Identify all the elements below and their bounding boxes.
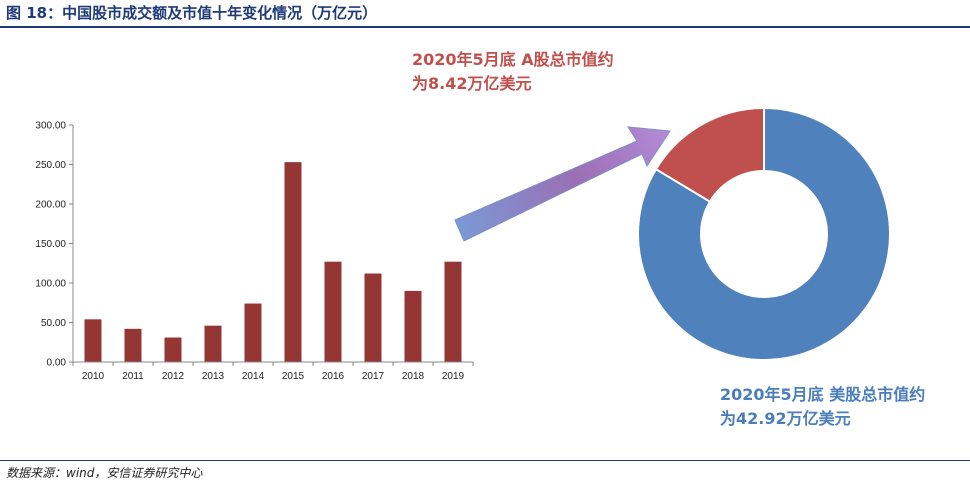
y-tick-label: 250.00 bbox=[35, 160, 66, 171]
bar-2010 bbox=[84, 319, 102, 362]
y-tick-label: 100.00 bbox=[35, 279, 66, 290]
x-tick-label: 2015 bbox=[282, 371, 305, 382]
y-axis: 0.00 50.00 100.00 150.00 200.00 250.00 300.00 bbox=[35, 121, 74, 369]
x-tick-label: 2017 bbox=[362, 371, 385, 382]
a-share-annotation-line2: 为8.42万亿美元 bbox=[412, 74, 532, 93]
x-tick-label: 2013 bbox=[202, 371, 225, 382]
bar-2013 bbox=[204, 325, 222, 362]
top-rule bbox=[0, 26, 970, 28]
bar-2019 bbox=[444, 261, 462, 362]
bar-2014 bbox=[244, 303, 262, 362]
bar-2012 bbox=[164, 337, 182, 362]
x-tick-label: 2019 bbox=[442, 371, 465, 382]
x-tick-label: 2016 bbox=[322, 371, 345, 382]
figure-title: 图 18：中国股市成交额及市值十年变化情况（万亿元） bbox=[6, 4, 378, 22]
bar-2011 bbox=[124, 328, 142, 362]
a-share-annotation: 2020年5月底 A股总市值约 为8.42万亿美元 bbox=[412, 48, 614, 96]
slice-a-share bbox=[654, 106, 765, 203]
donut-chart bbox=[637, 106, 891, 361]
y-tick-label: 150.00 bbox=[35, 239, 66, 250]
us-annotation: 2020年5月底 美股总市值约 为42.92万亿美元 bbox=[720, 383, 925, 431]
bar-chart: 0.0050.00100.00150.00200.00250.00300.00 … bbox=[35, 121, 474, 382]
x-axis: 2010 2011 2012 2013 2014 2015 2016 2017 2018 2019 bbox=[72, 361, 474, 382]
bar-2016 bbox=[324, 261, 342, 362]
bar-2015 bbox=[284, 162, 302, 362]
pointer-arrow bbox=[454, 126, 671, 242]
y-tick-label: 50.00 bbox=[41, 318, 66, 329]
bars bbox=[84, 162, 462, 362]
x-tick-label: 2011 bbox=[122, 371, 144, 382]
bar-2018 bbox=[404, 290, 422, 362]
x-tick-label: 2010 bbox=[82, 371, 105, 382]
y-tick-label: 300.00 bbox=[35, 121, 66, 132]
us-annotation-line1: 2020年5月底 美股总市值约 bbox=[720, 385, 926, 404]
x-tick-label: 2012 bbox=[162, 371, 185, 382]
bar-2017 bbox=[364, 273, 382, 362]
source-note: 数据来源：wind，安信证券研究中心 bbox=[6, 466, 203, 480]
y-tick-label: 200.00 bbox=[35, 200, 66, 211]
us-annotation-line2: 为42.92万亿美元 bbox=[720, 409, 851, 428]
x-tick-label: 2018 bbox=[402, 371, 425, 382]
slice-us bbox=[637, 106, 891, 361]
a-share-annotation-line1: 2020年5月底 A股总市值约 bbox=[412, 50, 614, 69]
y-tick-label: 0.00 bbox=[47, 358, 67, 369]
x-tick-label: 2014 bbox=[242, 371, 265, 382]
bottom-rule bbox=[0, 460, 970, 461]
